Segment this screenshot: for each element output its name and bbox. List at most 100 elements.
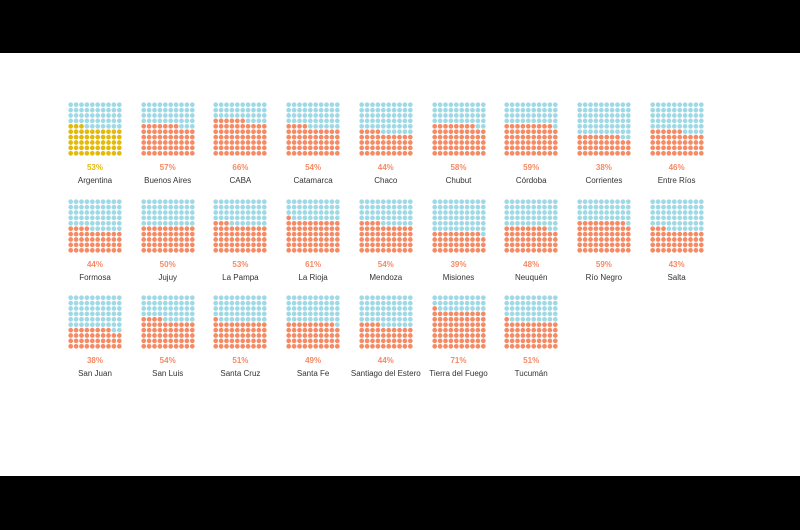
waffle-chart-grid: 53% Argentina 57% Buenos Aires 66% CABA 54% Cat…: [0, 53, 800, 476]
waffle-dot-filled: [582, 225, 588, 231]
waffle-dot-empty: [318, 102, 324, 108]
waffle-dot-empty: [515, 198, 521, 204]
waffle-dot-filled: [73, 150, 79, 156]
waffle-dot-filled: [480, 134, 486, 140]
waffle-dot-filled: [79, 225, 84, 231]
waffle-dot-empty: [157, 311, 162, 317]
waffle-dot-filled: [286, 129, 292, 135]
waffle-dot-filled: [431, 343, 437, 349]
waffle-dot-filled: [364, 327, 370, 333]
waffle-dot-empty: [318, 113, 324, 118]
waffle-dot-empty: [84, 220, 90, 226]
waffle-dot-empty: [68, 113, 74, 118]
waffle-dot-empty: [676, 220, 682, 226]
waffle-dot-filled: [286, 338, 292, 344]
waffle-dot-empty: [475, 295, 480, 301]
waffle-dot-empty: [73, 322, 79, 328]
waffle-dot-filled: [106, 134, 111, 140]
waffle-panel: 44% Santiago del Estero: [351, 295, 421, 378]
waffle-dot-filled: [178, 247, 184, 253]
waffle-dot-filled: [229, 145, 235, 151]
waffle-dot-empty: [682, 215, 688, 220]
waffle-dot-filled: [375, 322, 381, 328]
waffle-dot-filled: [95, 231, 101, 236]
waffle-dot-filled: [520, 231, 526, 236]
waffle-dot-filled: [431, 338, 437, 344]
waffle-dot-empty: [89, 220, 95, 226]
waffle-dot-empty: [178, 311, 184, 317]
waffle-dot-empty: [73, 220, 79, 226]
waffle-dot-filled: [469, 327, 475, 333]
waffle-dot-filled: [251, 123, 257, 129]
waffle-dot-filled: [224, 338, 230, 344]
waffle-dot-filled: [369, 333, 375, 338]
waffle-dot-empty: [359, 215, 364, 220]
waffle-dot-filled: [213, 134, 219, 140]
waffle-dot-empty: [515, 102, 521, 108]
waffle-dot-empty: [407, 113, 413, 118]
waffle-dot-filled: [178, 129, 184, 135]
waffle-dot-filled: [437, 322, 442, 328]
waffle-dot-empty: [676, 123, 682, 129]
waffle-dot-filled: [178, 150, 184, 156]
waffle-dot-filled: [95, 333, 101, 338]
waffle-dot-filled: [676, 247, 682, 253]
waffle-dot-empty: [442, 225, 448, 231]
waffle-dot-filled: [515, 231, 521, 236]
waffle-dot-filled: [542, 236, 548, 242]
waffle-dot-empty: [620, 204, 626, 209]
waffle-dot-empty: [168, 118, 173, 124]
waffle-dot-filled: [676, 150, 682, 156]
waffle-dot-empty: [106, 118, 111, 124]
waffle-dot-filled: [256, 236, 262, 242]
waffle-dot-empty: [329, 316, 335, 322]
waffle-dot-empty: [73, 198, 79, 204]
waffle-dot-filled: [157, 242, 162, 247]
waffle-dot-empty: [547, 225, 553, 231]
waffle-dot-filled: [111, 242, 117, 247]
waffle-dot-filled: [504, 145, 510, 151]
waffle-dot-empty: [437, 113, 442, 118]
waffle-dot-empty: [649, 220, 655, 226]
waffle-dot-filled: [178, 327, 184, 333]
waffle-dot-empty: [308, 300, 313, 306]
waffle-dot-filled: [620, 247, 626, 253]
waffle-dot-filled: [431, 231, 437, 236]
waffle-dot-filled: [615, 242, 620, 247]
waffle-dot-filled: [106, 327, 111, 333]
waffle-dot-filled: [173, 140, 179, 145]
waffle-dot-empty: [219, 198, 224, 204]
waffle-dot-empty: [308, 102, 313, 108]
waffle-dot-filled: [386, 231, 391, 236]
waffle-dot-empty: [297, 306, 302, 311]
waffle-dot-filled: [146, 140, 152, 145]
waffle-dot-filled: [291, 338, 297, 344]
waffle-dot-empty: [84, 123, 90, 129]
waffle-dot-filled: [526, 123, 531, 129]
waffle-dot-empty: [324, 209, 329, 215]
waffle-dot-filled: [369, 247, 375, 253]
waffle-dot-filled: [302, 140, 308, 145]
waffle-dot-empty: [431, 215, 437, 220]
waffle-dot-filled: [380, 333, 386, 338]
province-label: Santa Fe: [296, 369, 330, 378]
waffle-dot-filled: [431, 134, 437, 140]
waffle-dot-filled: [73, 327, 79, 333]
waffle-dot-filled: [402, 333, 408, 338]
waffle-dot-empty: [396, 118, 402, 124]
waffle-dot-filled: [318, 134, 324, 140]
waffle-dot-filled: [682, 150, 688, 156]
waffle-dot-empty: [609, 198, 615, 204]
waffle-dot-empty: [184, 113, 189, 118]
waffle-dot-empty: [95, 215, 101, 220]
waffle-dot-filled: [660, 129, 666, 135]
waffle-dot-empty: [671, 123, 677, 129]
waffle-dot-filled: [504, 236, 510, 242]
waffle-dot-filled: [146, 333, 152, 338]
waffle-dot-filled: [475, 327, 480, 333]
waffle-dot-filled: [116, 338, 122, 344]
waffle-dot-empty: [442, 107, 448, 113]
waffle-dot-filled: [329, 242, 335, 247]
waffle-dot-empty: [526, 209, 531, 215]
waffle-dot-empty: [262, 220, 268, 226]
